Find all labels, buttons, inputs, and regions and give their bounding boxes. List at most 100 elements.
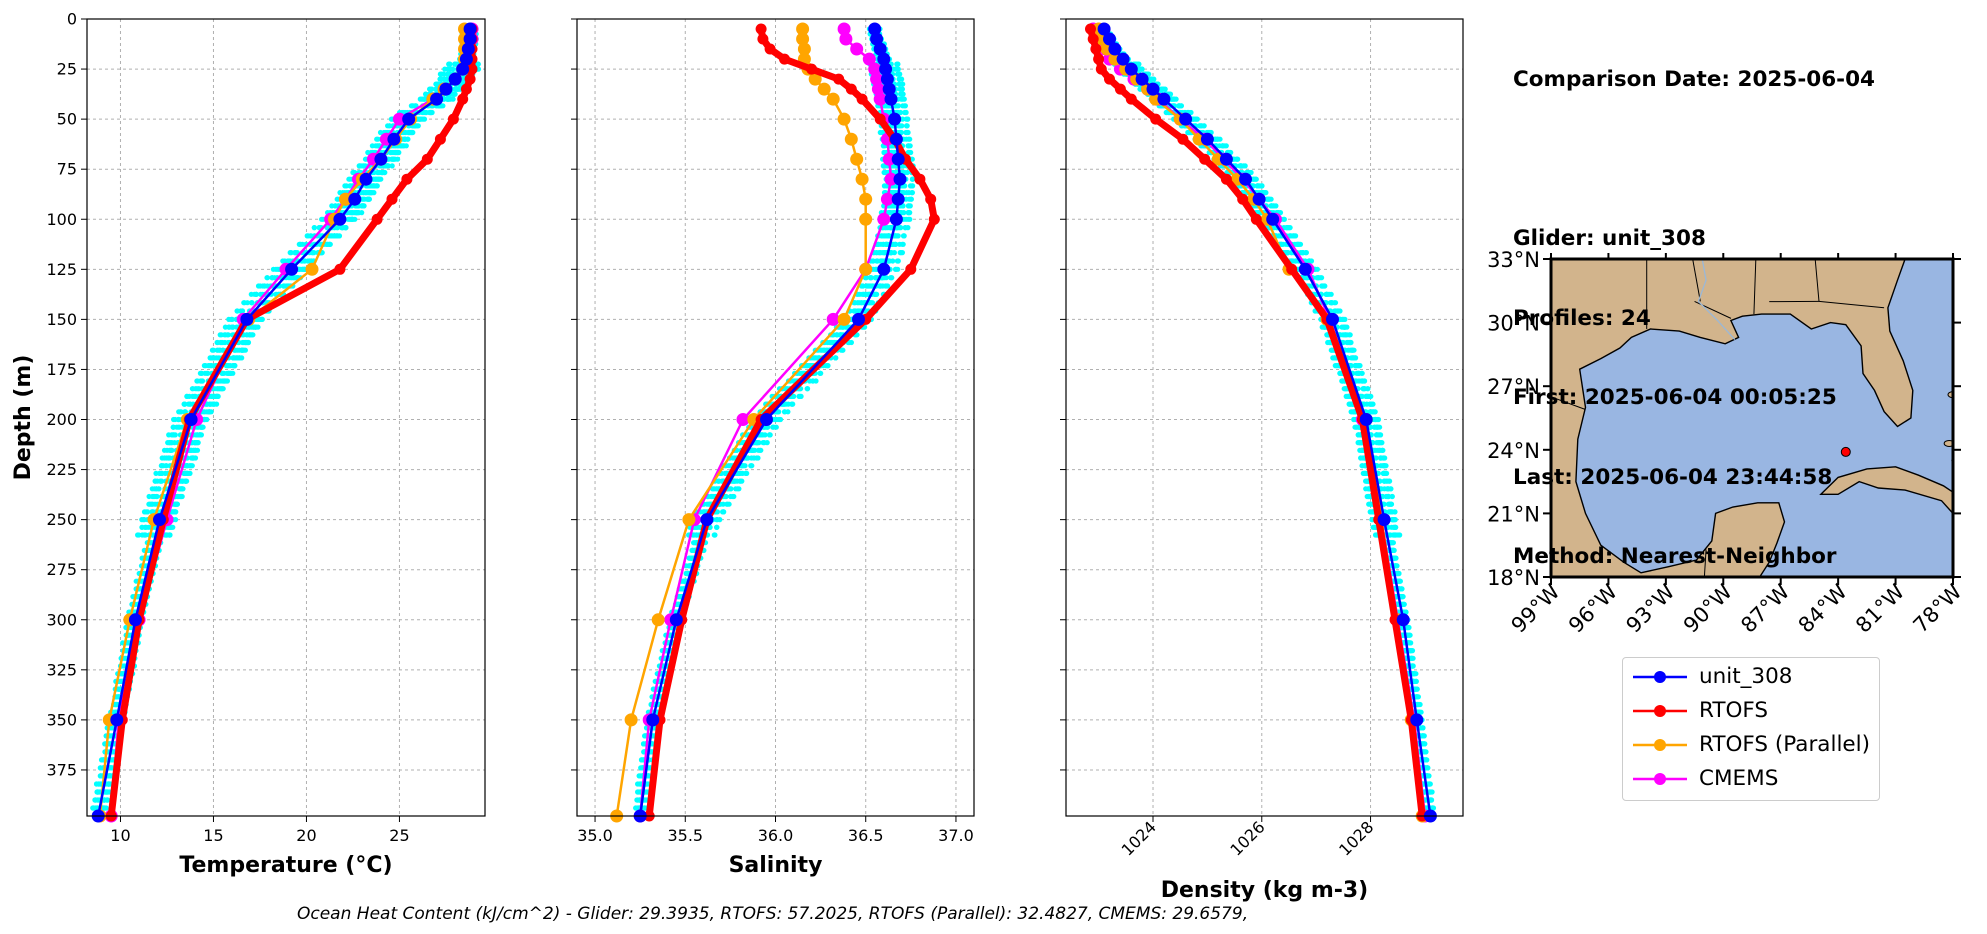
glider-profile-point xyxy=(241,300,248,306)
glider-profile-point xyxy=(333,203,339,209)
glider-profile-point xyxy=(392,156,398,162)
glider-profile-point xyxy=(187,401,193,407)
glider-profile-point xyxy=(162,470,168,476)
glider-profile-point xyxy=(281,283,287,289)
glider-profile-point xyxy=(178,409,184,415)
glider-profile-point xyxy=(210,347,217,353)
glider-profile-point xyxy=(208,363,214,369)
glider-profile-point xyxy=(297,241,303,247)
glider-profile-point xyxy=(305,233,311,239)
glider-profile-point xyxy=(253,324,259,330)
y-tick-label: 375 xyxy=(46,760,77,779)
glider-profile-point xyxy=(346,176,352,182)
glider-profile-point xyxy=(218,332,224,338)
glider-profile-point xyxy=(264,283,270,289)
glider-profile-point xyxy=(152,478,158,484)
data-point xyxy=(386,193,398,205)
glider-profile-point xyxy=(374,183,380,189)
glider-profile-point xyxy=(199,378,205,384)
glider-profile-point xyxy=(194,378,200,384)
glider-profile-point xyxy=(881,169,887,176)
glider-profile-point xyxy=(269,275,276,281)
glider-profile-point xyxy=(388,149,394,156)
glider-profile-point xyxy=(167,455,173,461)
glider-profile-point xyxy=(184,478,190,484)
glider-profile-point xyxy=(220,370,226,376)
series-line xyxy=(96,29,472,817)
glider-profile-point xyxy=(220,386,226,392)
y-tick-label: 75 xyxy=(57,160,77,179)
glider-profile-point xyxy=(224,363,230,369)
glider-profile-point xyxy=(308,258,314,264)
glider-profile-point xyxy=(171,509,177,515)
data-point xyxy=(387,132,401,146)
y-tick-label: 250 xyxy=(46,510,77,529)
glider-profile-point xyxy=(211,401,217,407)
glider-profile-point xyxy=(251,291,258,297)
glider-profile-point xyxy=(288,275,294,281)
glider-profile-point xyxy=(191,455,197,461)
glider-profile-point xyxy=(156,486,162,492)
glider-profile-point xyxy=(249,300,255,306)
glider-profile-point xyxy=(868,300,874,306)
glider-profile-point xyxy=(429,109,435,116)
glider-profile-point xyxy=(147,501,153,507)
glider-profile-point xyxy=(219,339,226,346)
data-point xyxy=(434,133,446,145)
glider-profile-point xyxy=(386,123,393,129)
y-tick-label: 300 xyxy=(46,610,77,629)
glider-profile-point xyxy=(154,493,160,500)
glider-profile-point xyxy=(347,183,353,189)
glider-profile-point xyxy=(360,203,367,209)
glider-profile-point xyxy=(342,183,348,189)
data-point xyxy=(447,113,459,125)
y-tick-label: 50 xyxy=(57,110,77,129)
glider-profile-point xyxy=(192,447,198,453)
glider-profile-point xyxy=(232,363,238,369)
y-tick-label: 25 xyxy=(57,60,77,79)
y-axis-label: Depth (m) xyxy=(11,355,36,481)
glider-profile-point xyxy=(172,416,178,423)
data-point xyxy=(430,92,444,106)
y-tick-label: 350 xyxy=(46,710,77,729)
glider-profile-point xyxy=(450,66,456,72)
data-point xyxy=(401,173,413,185)
glider-profile-point xyxy=(208,355,214,361)
glider-profile-point xyxy=(190,386,196,392)
glider-profile-point xyxy=(207,409,213,415)
data-point xyxy=(285,262,299,276)
glider-profile-point xyxy=(141,509,148,515)
glider-profile-point xyxy=(90,805,96,811)
data-point xyxy=(110,713,124,727)
glider-profile-point xyxy=(419,96,425,102)
glider-profile-point xyxy=(354,210,360,216)
glider-profile-point xyxy=(139,524,145,530)
glider-profile-point xyxy=(359,210,365,216)
data-point xyxy=(374,152,388,166)
y-tick-label: 100 xyxy=(46,210,77,229)
glider-profile-point xyxy=(226,324,232,330)
glider-profile-point xyxy=(333,233,340,239)
glider-profile-point xyxy=(418,116,424,122)
y-tick-label: 200 xyxy=(46,410,77,429)
glider-profile-point xyxy=(439,71,445,77)
glider-profile-point xyxy=(445,66,451,72)
glider-profile-point xyxy=(234,308,240,314)
glider-profile-point xyxy=(215,393,221,399)
glider-profiles xyxy=(90,26,482,811)
x-tick-label: 15 xyxy=(203,826,223,845)
glider-profile-point xyxy=(736,470,742,476)
data-point xyxy=(457,93,469,105)
glider-profile-point xyxy=(368,190,374,196)
glider-profile-point xyxy=(732,478,738,484)
glider-profile-point xyxy=(273,266,279,272)
glider-profile-point xyxy=(181,401,188,407)
y-tick-label: 125 xyxy=(46,260,77,279)
glider-profile-point xyxy=(257,283,263,289)
glider-profile-point xyxy=(142,532,148,538)
glider-profile-point xyxy=(342,225,349,231)
data-point xyxy=(448,72,462,86)
glider-profile-point xyxy=(168,447,174,453)
glider-profile-point xyxy=(356,163,362,169)
